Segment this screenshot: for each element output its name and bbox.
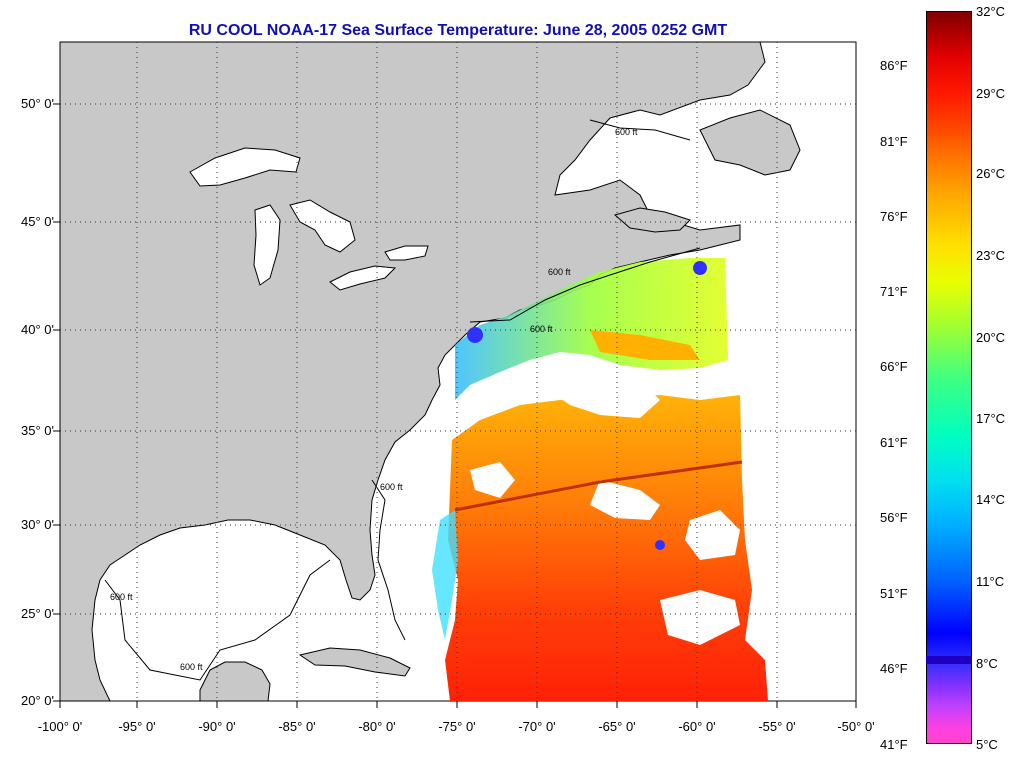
lake-huron [289,199,356,253]
lat-tick-label: 45° 0' [21,214,54,229]
colorbar-celsius-label: 26°C [976,166,1006,181]
cloud-patch [685,510,740,560]
colorbar-celsius-label: 20°C [976,330,1006,345]
isobath-600ft [371,479,406,641]
great-lakes [189,147,429,291]
colorbar-celsius-label: 11°C [976,574,1005,589]
colorbar-celsius-label: 23°C [976,248,1006,263]
lake-erie [329,265,397,291]
isobath-label: 600 ft [530,324,553,334]
lon-tick-label: -90° 0' [198,719,236,734]
lon-tick-label: -55° 0' [758,719,796,734]
lat-tick-label: 20° 0' [21,693,54,708]
colorbar-fahrenheit-label: 66°F [880,359,908,374]
isobath-label: 600 ft [615,127,638,137]
colorbar-celsius-label: 17°C [976,411,1006,426]
colorbar-fahrenheit-label: 46°F [880,661,908,676]
isobath-600ft [589,119,691,141]
colorbar-band [926,656,972,664]
sst-field [432,258,768,701]
newfoundland-land [699,109,801,176]
cuba-land [298,647,411,677]
colorbar-celsius-label: 32°C [976,4,1006,19]
isobath-labels: 600 ft 600 ft 600 ft 600 ft 600 ft 600 f… [110,127,638,672]
lake-michigan [253,204,281,286]
isobath-label: 600 ft [110,592,133,602]
lon-tick-label: -50° 0' [837,719,875,734]
lat-tick-label: 30° 0' [21,517,54,532]
lon-tick-label: -75° 0' [438,719,476,734]
isobath-label: 600 ft [380,482,403,492]
temperature-colorbar [926,11,972,744]
colorbar-fahrenheit-label: 41°F [880,737,908,752]
lon-tick-label: -60° 0' [678,719,716,734]
lat-tick-label: 25° 0' [21,606,54,621]
sst-cool-shelf [455,258,728,400]
north-america-land [59,41,766,702]
cold-spot [693,261,707,275]
colorbar-celsius-label: 5°C [976,737,998,752]
lon-tick-label: -95° 0' [118,719,156,734]
lon-tick-label: -80° 0' [358,719,396,734]
frame-ticks [53,103,857,708]
colorbar-fahrenheit-label: 71°F [880,284,908,299]
isobath-label: 600 ft [180,662,203,672]
map-title: RU COOL NOAA-17 Sea Surface Temperature:… [188,22,728,39]
colorbar-celsius-label: 8°C [976,656,998,671]
cloud-patch [470,462,515,498]
colorbar-fahrenheit-label: 81°F [880,134,908,149]
cold-spot [467,327,483,343]
colorbar-fahrenheit-label: 61°F [880,435,908,450]
lat-tick-label: 40° 0' [21,322,54,337]
scan-artifact [454,460,743,512]
isobath-600ft [469,247,701,323]
yucatan-land [199,661,271,702]
cloud-patch [548,360,660,418]
isobath-contours [104,119,701,681]
cloud-patch [660,590,740,645]
colorbar-fahrenheit-label: 56°F [880,510,908,525]
lat-tick-label: 50° 0' [21,96,54,111]
cold-spot [655,540,665,550]
nova-scotia-land [613,207,691,233]
sst-coastal-cool [432,510,458,640]
colorbar-fahrenheit-label: 51°F [880,586,908,601]
lon-tick-label: -65° 0' [598,719,636,734]
isobath-label: 600 ft [548,267,571,277]
cloud-patch [590,480,660,520]
lake-ontario [384,245,429,261]
colorbar-fahrenheit-label: 86°F [880,58,908,73]
isobath-600ft [104,559,331,681]
lon-tick-label: -100° 0' [37,719,83,734]
colorbar-celsius-label: 29°C [976,86,1006,101]
lat-tick-label: 35° 0' [21,423,54,438]
land-masses [59,41,801,702]
lon-tick-label: -70° 0' [518,719,556,734]
lon-tick-label: -85° 0' [278,719,316,734]
colorbar-celsius-label: 14°C [976,492,1006,507]
colorbar-fahrenheit-label: 76°F [880,209,908,224]
